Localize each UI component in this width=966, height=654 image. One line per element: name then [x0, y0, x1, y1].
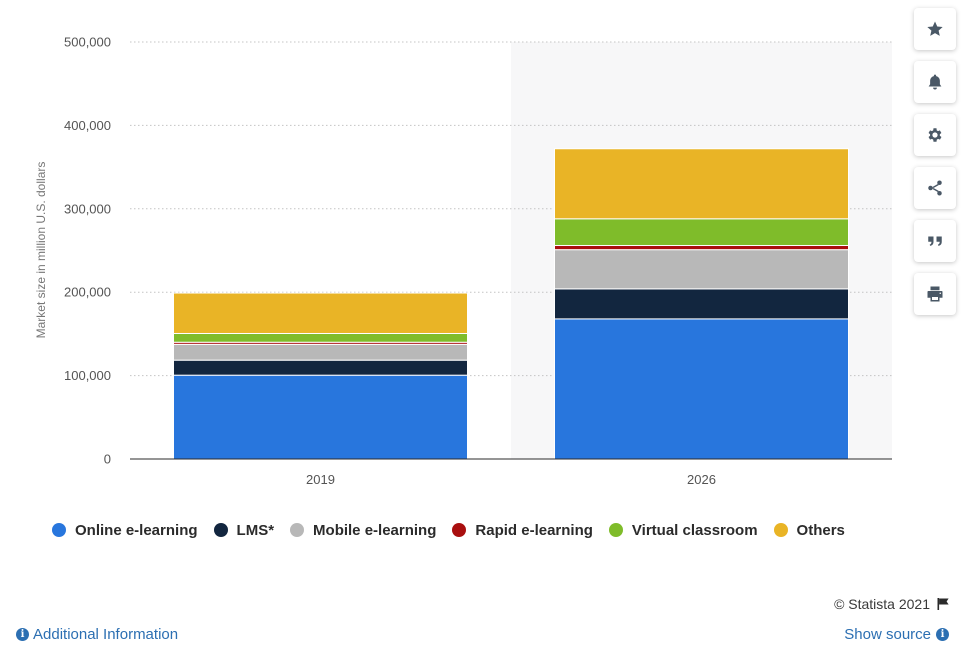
chart-toolbar	[914, 8, 958, 326]
copyright-text: © Statista 2021	[834, 596, 930, 612]
gear-icon	[928, 128, 942, 142]
legend-item[interactable]: Rapid e-learning	[452, 522, 593, 539]
bar-segment	[173, 374, 468, 460]
favorite-button[interactable]	[914, 8, 956, 50]
printer-icon	[927, 286, 943, 302]
additional-information-label: Additional Information	[33, 626, 179, 643]
bell-icon	[928, 74, 942, 90]
legend-marker	[213, 523, 228, 537]
y-tick-label: 400,000	[64, 118, 111, 133]
legend-marker	[452, 523, 467, 537]
x-axis-ticks: 2019 2026	[306, 472, 716, 487]
info-icon: i	[936, 628, 949, 641]
bar-segment	[554, 148, 849, 220]
bar-segment	[173, 359, 468, 376]
copyright-notice: © Statista 2021	[834, 596, 950, 612]
legend-item[interactable]: Mobile e-learning	[290, 522, 436, 539]
bar-segment	[173, 292, 468, 334]
bar-segment	[554, 218, 849, 246]
bars	[173, 148, 849, 460]
y-tick-label: 500,000	[64, 35, 111, 50]
y-tick-label: 200,000	[64, 285, 111, 300]
info-icon: i	[16, 628, 29, 641]
legend-marker	[290, 523, 305, 537]
share-button[interactable]	[914, 167, 956, 209]
legend-marker	[608, 523, 623, 537]
star-icon	[927, 21, 943, 36]
legend-label: Virtual classroom	[631, 521, 758, 539]
quote-icon	[928, 236, 942, 246]
bar-segment	[554, 249, 849, 290]
legend-label: Online e-learning	[75, 521, 198, 539]
legend-marker	[773, 523, 788, 537]
share-icon	[928, 180, 942, 196]
legend-item[interactable]: Virtual classroom	[608, 521, 758, 539]
x-tick-label: 2026	[687, 472, 716, 487]
bar-segment	[554, 244, 849, 251]
legend-item[interactable]: LMS*	[213, 521, 275, 539]
legend-item[interactable]: Others	[773, 521, 845, 539]
notification-button[interactable]	[914, 61, 956, 103]
show-source-link[interactable]: Show source i	[844, 626, 949, 643]
print-button[interactable]	[914, 273, 956, 315]
settings-button[interactable]	[914, 114, 956, 156]
y-axis-ticks: 0 100,000 200,000 300,000 400,000 500,000	[64, 35, 111, 467]
y-axis-title: Market size in million U.S. dollars	[34, 162, 48, 339]
flag-icon[interactable]	[936, 597, 950, 611]
show-source-label: Show source	[844, 626, 931, 643]
bar-segment	[554, 318, 849, 460]
bar-segment	[173, 332, 468, 343]
legend-item[interactable]: Online e-learning	[52, 522, 198, 539]
additional-information-link[interactable]: i Additional Information	[16, 626, 178, 643]
chart-legend: Online e-learning LMS* Mobile e-learning Ra…	[52, 520, 861, 540]
bar-segment	[554, 288, 849, 320]
legend-label: Mobile e-learning	[313, 521, 437, 539]
y-tick-label: 0	[104, 452, 111, 467]
y-tick-label: 300,000	[64, 201, 111, 216]
legend-label: LMS*	[236, 521, 275, 539]
legend-marker	[52, 523, 66, 537]
x-tick-label: 2019	[306, 472, 335, 487]
bar-segment	[173, 343, 468, 361]
y-tick-label: 100,000	[64, 368, 111, 383]
legend-label: Others	[796, 521, 845, 539]
legend-label: Rapid e-learning	[475, 521, 593, 539]
gridlines	[130, 41, 892, 377]
cite-button[interactable]	[914, 220, 956, 262]
